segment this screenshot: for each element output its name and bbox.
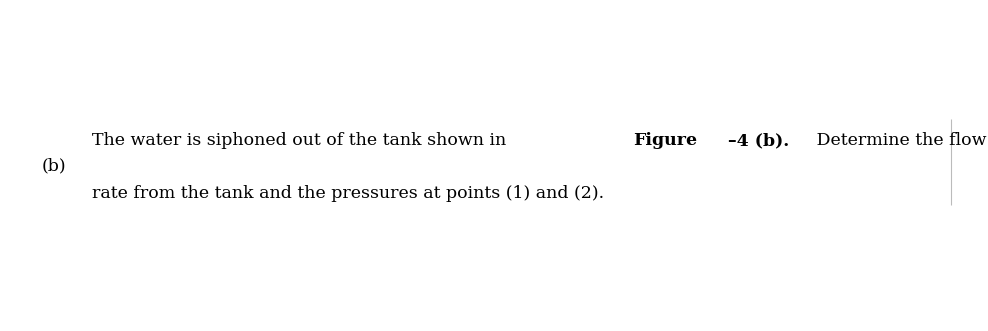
- Text: rate from the tank and the pressures at points (1) and (2).: rate from the tank and the pressures at …: [92, 185, 604, 202]
- Text: (b): (b): [41, 157, 66, 174]
- Text: Figure: Figure: [633, 132, 698, 149]
- Text: Determine the flow: Determine the flow: [811, 132, 986, 149]
- Text: The water is siphoned out of the tank shown in: The water is siphoned out of the tank sh…: [92, 132, 512, 149]
- Text: –4 (b).: –4 (b).: [716, 132, 789, 149]
